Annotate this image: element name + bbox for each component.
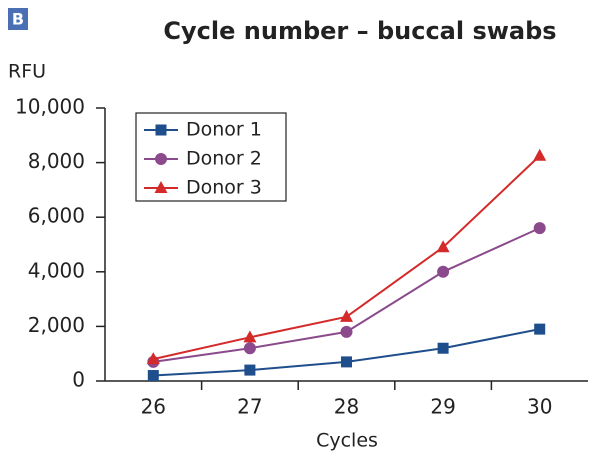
x-tick-label: 29 [430,395,455,419]
panel-label: B [12,10,24,29]
data-point [437,342,449,354]
y-tick-label: 8,000 [28,149,85,173]
data-point [533,148,547,161]
data-point [437,265,450,278]
y-axis-label: RFU [8,61,46,83]
data-point [534,323,546,335]
data-point [436,240,450,253]
data-point [341,356,352,368]
x-axis-label: Cycles [316,430,378,452]
x-tick-label: 26 [141,395,166,419]
legend-label: Donor 2 [186,148,262,170]
data-point [533,222,546,235]
data-point [147,370,159,382]
panel-label-box [8,8,28,30]
data-point [243,330,257,343]
legend-marker [154,181,168,193]
legend-label: Donor 3 [186,177,262,199]
y-tick-label: 4,000 [28,258,85,282]
legend-marker [155,124,167,136]
series-line [153,227,541,363]
legend-marker [155,153,167,165]
y-tick-label: 10,000 [15,95,85,119]
data-point [340,309,353,322]
data-point [146,352,160,365]
x-tick-label: 28 [334,395,359,419]
x-tick-label: 30 [527,395,552,419]
data-point [340,325,353,338]
x-tick-label: 27 [237,395,262,419]
y-tick-label: 6,000 [28,204,85,228]
legend-label: Donor 1 [186,119,262,141]
y-tick-label: 2,000 [28,313,85,337]
data-point [244,364,256,376]
y-tick-label: 0 [72,368,85,392]
chart-title: Cycle number – buccal swabs [163,17,556,45]
data-point [243,342,256,355]
